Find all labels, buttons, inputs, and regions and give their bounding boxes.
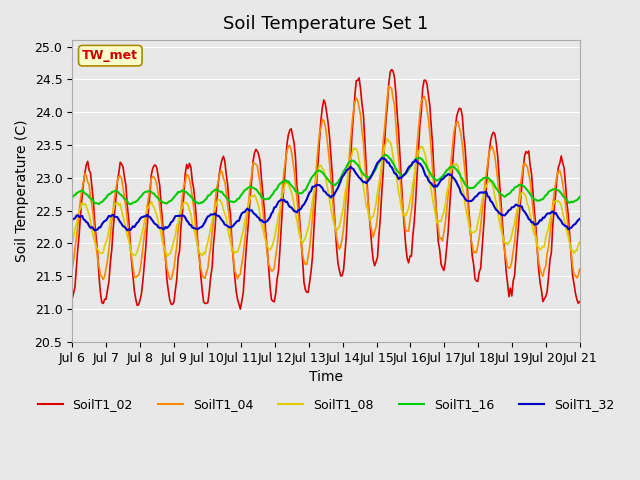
SoilT1_04 <box>550 190 558 196</box>
Line: SoilT1_02: SoilT1_02 <box>72 70 580 309</box>
SoilT1_16 <box>221 192 228 198</box>
SoilT1_16 <box>132 199 140 204</box>
SoilT1_08 <box>131 253 138 259</box>
Text: TW_met: TW_met <box>83 49 138 62</box>
Line: SoilT1_32: SoilT1_32 <box>72 158 580 230</box>
SoilT1_32 <box>378 156 385 161</box>
SoilT1_08 <box>238 233 246 239</box>
SoilT1_16 <box>68 195 76 201</box>
SoilT1_32 <box>576 216 584 222</box>
SoilT1_04 <box>246 180 254 186</box>
SoilT1_08 <box>246 194 254 200</box>
SoilT1_08 <box>383 136 391 142</box>
SoilT1_02 <box>238 299 246 304</box>
SoilT1_16 <box>292 188 300 194</box>
Line: SoilT1_16: SoilT1_16 <box>72 155 580 204</box>
Title: Soil Temperature Set 1: Soil Temperature Set 1 <box>223 15 429 33</box>
SoilT1_04 <box>292 181 300 187</box>
X-axis label: Time: Time <box>309 370 343 384</box>
SoilT1_32 <box>221 222 228 228</box>
SoilT1_02 <box>246 192 254 198</box>
SoilT1_16 <box>126 201 134 207</box>
SoilT1_08 <box>163 254 171 260</box>
SoilT1_32 <box>91 228 99 233</box>
SoilT1_08 <box>221 210 228 216</box>
SoilT1_02 <box>292 155 300 160</box>
SoilT1_08 <box>576 239 584 245</box>
SoilT1_32 <box>246 208 254 214</box>
SoilT1_32 <box>132 222 140 228</box>
SoilT1_32 <box>238 211 246 216</box>
SoilT1_08 <box>68 241 76 247</box>
SoilT1_04 <box>576 266 584 272</box>
SoilT1_32 <box>68 217 76 223</box>
SoilT1_02 <box>131 288 138 293</box>
SoilT1_16 <box>550 186 558 192</box>
SoilT1_04 <box>68 266 76 272</box>
SoilT1_02 <box>237 306 244 312</box>
Line: SoilT1_08: SoilT1_08 <box>72 139 580 257</box>
SoilT1_16 <box>576 194 584 200</box>
SoilT1_32 <box>292 208 300 214</box>
SoilT1_02 <box>550 206 558 212</box>
Legend: SoilT1_02, SoilT1_04, SoilT1_08, SoilT1_16, SoilT1_32: SoilT1_02, SoilT1_04, SoilT1_08, SoilT1_… <box>33 394 620 417</box>
Line: SoilT1_04: SoilT1_04 <box>72 86 580 279</box>
SoilT1_04 <box>99 276 107 282</box>
SoilT1_02 <box>220 154 227 159</box>
SoilT1_08 <box>292 211 300 217</box>
SoilT1_02 <box>388 67 396 72</box>
Y-axis label: Soil Temperature (C): Soil Temperature (C) <box>15 120 29 262</box>
SoilT1_16 <box>238 192 246 197</box>
SoilT1_04 <box>221 179 228 185</box>
SoilT1_02 <box>576 299 584 304</box>
SoilT1_02 <box>68 296 76 302</box>
SoilT1_08 <box>550 200 558 205</box>
SoilT1_16 <box>382 152 390 158</box>
SoilT1_16 <box>246 184 254 190</box>
SoilT1_04 <box>132 275 140 280</box>
SoilT1_04 <box>238 260 246 266</box>
SoilT1_32 <box>550 211 558 216</box>
SoilT1_04 <box>385 83 392 89</box>
